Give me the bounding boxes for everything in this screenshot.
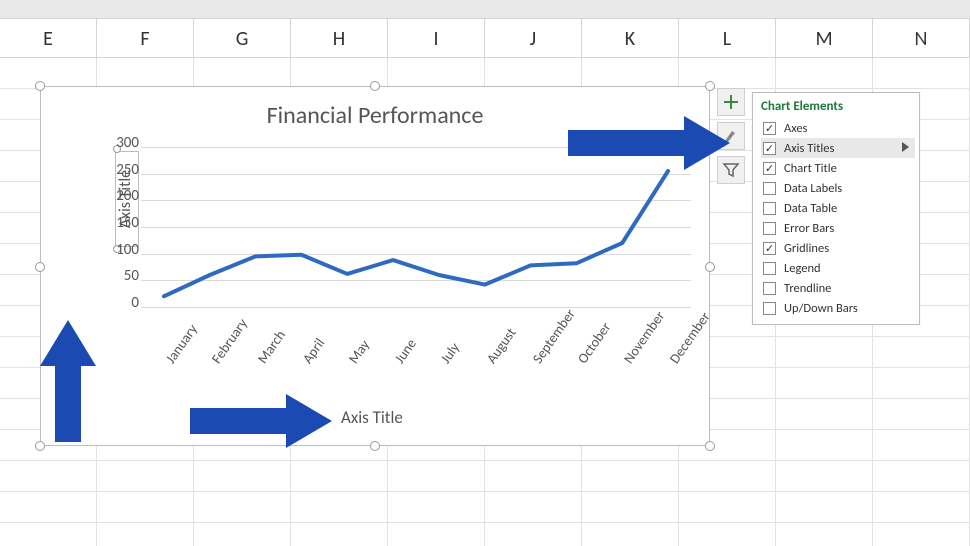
chart-element-option[interactable]: Gridlines: [761, 238, 915, 258]
x-tick-label: December: [666, 309, 714, 367]
x-tick-label: November: [620, 308, 668, 367]
plus-icon: [722, 93, 740, 111]
x-axis-labels: JanuaryFebruaryMarch April May June July Augu…: [141, 311, 691, 391]
x-tick-label: January: [162, 321, 201, 367]
option-label: Data Table: [784, 201, 837, 216]
checkbox[interactable]: [763, 282, 776, 295]
chart-title[interactable]: Financial Performance: [41, 87, 709, 130]
x-axis-title[interactable]: Axis Title: [341, 407, 403, 428]
column-header[interactable]: E: [0, 19, 97, 57]
option-label: Chart Title: [784, 161, 837, 176]
y-tick-label: 150: [107, 214, 139, 232]
checkbox[interactable]: [763, 142, 776, 155]
chevron-right-icon[interactable]: [902, 142, 909, 152]
x-tick-label: March: [254, 327, 289, 367]
chart-element-option[interactable]: Axes: [761, 118, 915, 138]
option-label: Legend: [784, 261, 821, 276]
x-tick-label: July: [437, 339, 463, 366]
selection-handle[interactable]: [370, 441, 380, 451]
column-header[interactable]: G: [194, 19, 291, 57]
checkbox[interactable]: [763, 122, 776, 135]
option-label: Axes: [784, 121, 807, 136]
y-tick-label: 300: [107, 134, 139, 152]
column-header[interactable]: L: [679, 19, 776, 57]
checkbox[interactable]: [763, 262, 776, 275]
chart-element-option[interactable]: Legend: [761, 258, 915, 278]
checkbox[interactable]: [763, 162, 776, 175]
x-tick-label: September: [529, 306, 579, 367]
line-series: [141, 147, 691, 307]
column-header[interactable]: I: [388, 19, 485, 57]
column-header[interactable]: K: [582, 19, 679, 57]
chart-element-option[interactable]: Up/Down Bars: [761, 298, 915, 318]
checkbox[interactable]: [763, 202, 776, 215]
y-tick-label: 50: [107, 267, 139, 285]
chart-element-option[interactable]: Chart Title: [761, 158, 915, 178]
selection-handle[interactable]: [35, 262, 45, 272]
option-label: Up/Down Bars: [784, 301, 858, 316]
y-tick-label: 100: [107, 241, 139, 259]
chart-elements-button[interactable]: [717, 88, 745, 116]
option-label: Error Bars: [784, 221, 834, 236]
selection-handle[interactable]: [705, 262, 715, 272]
panel-title: Chart Elements: [761, 99, 915, 114]
selection-handle[interactable]: [35, 441, 45, 451]
selection-handle[interactable]: [705, 81, 715, 91]
checkbox[interactable]: [763, 222, 776, 235]
checkbox[interactable]: [763, 302, 776, 315]
x-tick-label: February: [208, 315, 251, 366]
x-tick-label: April: [299, 335, 328, 367]
column-header[interactable]: M: [776, 19, 873, 57]
column-header[interactable]: N: [873, 19, 970, 57]
selection-handle[interactable]: [705, 441, 715, 451]
formula-bar-strip: [0, 0, 970, 18]
selection-handle[interactable]: [35, 81, 45, 91]
y-tick-label: 0: [107, 294, 139, 312]
chart-elements-panel: Chart Elements Axes Axis Titles Chart Titl…: [752, 92, 920, 325]
chart-element-option[interactable]: Data Labels: [761, 178, 915, 198]
option-label: Gridlines: [784, 241, 829, 256]
chart-element-option[interactable]: Data Table: [761, 198, 915, 218]
x-tick-label: June: [391, 336, 420, 367]
column-header[interactable]: J: [485, 19, 582, 57]
gridline: [141, 307, 691, 308]
chart-element-option[interactable]: Error Bars: [761, 218, 915, 238]
plot-area: [141, 147, 691, 307]
column-headers: EFGHIJKLMN: [0, 18, 970, 58]
column-header[interactable]: H: [291, 19, 388, 57]
checkbox[interactable]: [763, 242, 776, 255]
y-axis-labels: 300250200150100500: [107, 143, 139, 311]
option-label: Axis Titles: [784, 141, 834, 156]
y-tick-label: 200: [107, 187, 139, 205]
option-label: Trendline: [784, 281, 831, 296]
checkbox[interactable]: [763, 182, 776, 195]
x-tick-label: May: [345, 337, 373, 367]
chart-element-option[interactable]: Trendline: [761, 278, 915, 298]
option-label: Data Labels: [784, 181, 842, 196]
x-tick-label: October: [574, 319, 614, 367]
selection-handle[interactable]: [370, 81, 380, 91]
chart-element-option[interactable]: Axis Titles: [761, 138, 915, 158]
x-tick-label: August: [483, 325, 520, 367]
column-header[interactable]: F: [97, 19, 194, 57]
y-tick-label: 250: [107, 161, 139, 179]
